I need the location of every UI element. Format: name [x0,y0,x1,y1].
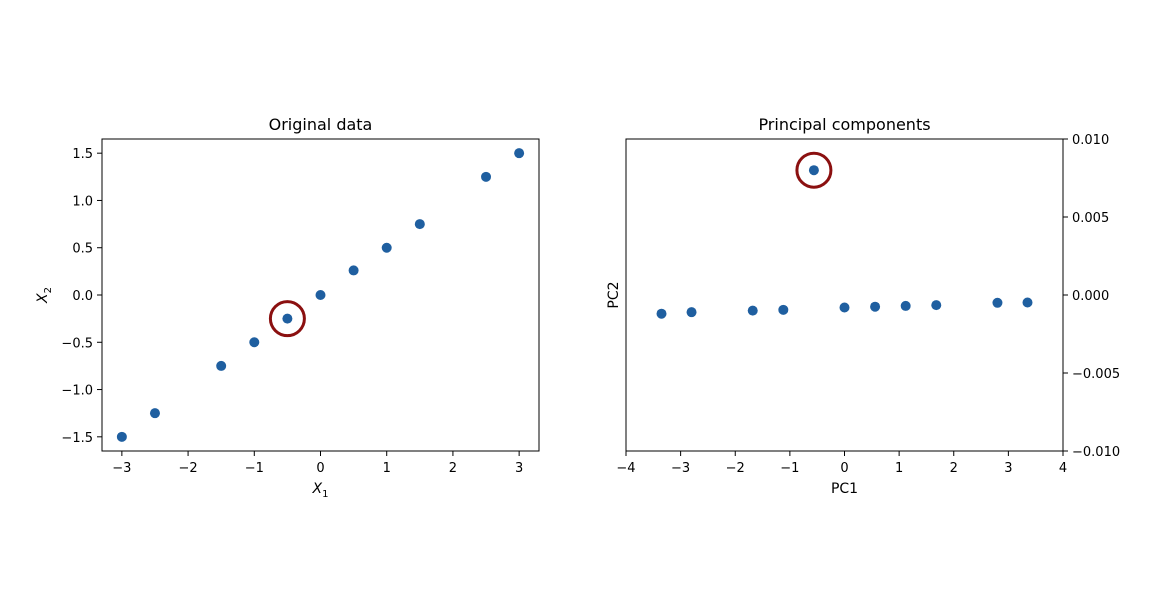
y-tick-label: −1.0 [61,384,93,399]
x-tick-label: −1 [245,461,264,476]
y-tick-label: −0.010 [1072,445,1120,460]
y-tick-label: 0.5 [72,242,93,257]
x-tick-label: 3 [515,461,523,476]
highlight-circle [268,300,306,338]
x-axis-label: X1 [312,481,329,500]
y-tick-label: −0.5 [61,336,93,351]
chart-principal-components: Principal components −4 −3 −2 −1 0 1 2 3 4 −0.010 −… [606,115,1120,497]
chart-original-data: Original data −3 −2 −1 0 1 2 3 −1.5 −1.0 −0.5 0.0 0.… [35,115,540,500]
data-point [778,304,789,315]
y-axis-label: PC2 [606,281,622,308]
chart-title: Original data [269,115,373,134]
data-point [870,301,881,312]
y-axis-label-main: X [35,293,51,304]
x-tick-label: −4 [616,461,635,476]
x-tick-label: −2 [178,461,197,476]
data-point [282,313,293,324]
y-tick-label: 1.5 [72,147,93,162]
x-tick-label: 4 [1059,461,1067,476]
data-point [686,307,697,318]
y-tick-label: 0.0 [72,289,93,304]
y-axis-label: X2 [35,287,54,304]
x-tick-label: −3 [112,461,131,476]
x-tick-label: 2 [950,461,958,476]
data-point [931,300,942,311]
x-tick-label: −1 [780,461,799,476]
data-point [249,337,260,348]
y-tick-label: −1.5 [61,431,93,446]
axes-frame [625,138,1064,452]
data-point [808,165,819,176]
x-tick-label: 0 [316,461,324,476]
data-point [839,302,850,313]
data-point [348,265,359,276]
data-point [216,360,227,371]
x-axis-label-main: X [312,481,323,497]
x-tick-label: 1 [895,461,903,476]
data-point [747,305,758,316]
data-point [1022,297,1033,308]
x-tick-label: 3 [1004,461,1012,476]
data-point [992,297,1003,308]
x-axis-label: PC1 [831,481,858,497]
y-tick-label: 0.010 [1072,133,1109,148]
data-point [481,171,492,182]
y-axis-label-main: PC2 [606,281,622,308]
y-tick-label: 0.005 [1072,211,1109,226]
y-tick-label: 0.000 [1072,289,1109,304]
y-tick-label: 1.0 [72,194,93,209]
data-point [381,242,392,253]
data-point [656,308,667,319]
data-point [414,219,425,230]
data-point [900,300,911,311]
x-axis-label-sub: 1 [322,489,328,500]
x-tick-label: 2 [449,461,457,476]
chart-title: Principal components [758,115,930,134]
x-axis-label-main: PC1 [831,481,858,497]
x-tick-label: −3 [671,461,690,476]
y-tick-label: −0.005 [1072,367,1120,382]
data-point [116,431,127,442]
data-point [514,148,525,159]
data-point [315,290,326,300]
x-tick-label: 1 [383,461,391,476]
x-tick-label: 0 [840,461,848,476]
x-tick-label: −2 [726,461,745,476]
highlight-circle [795,151,833,189]
y-axis-label-sub: 2 [43,287,54,293]
data-point [149,408,160,419]
